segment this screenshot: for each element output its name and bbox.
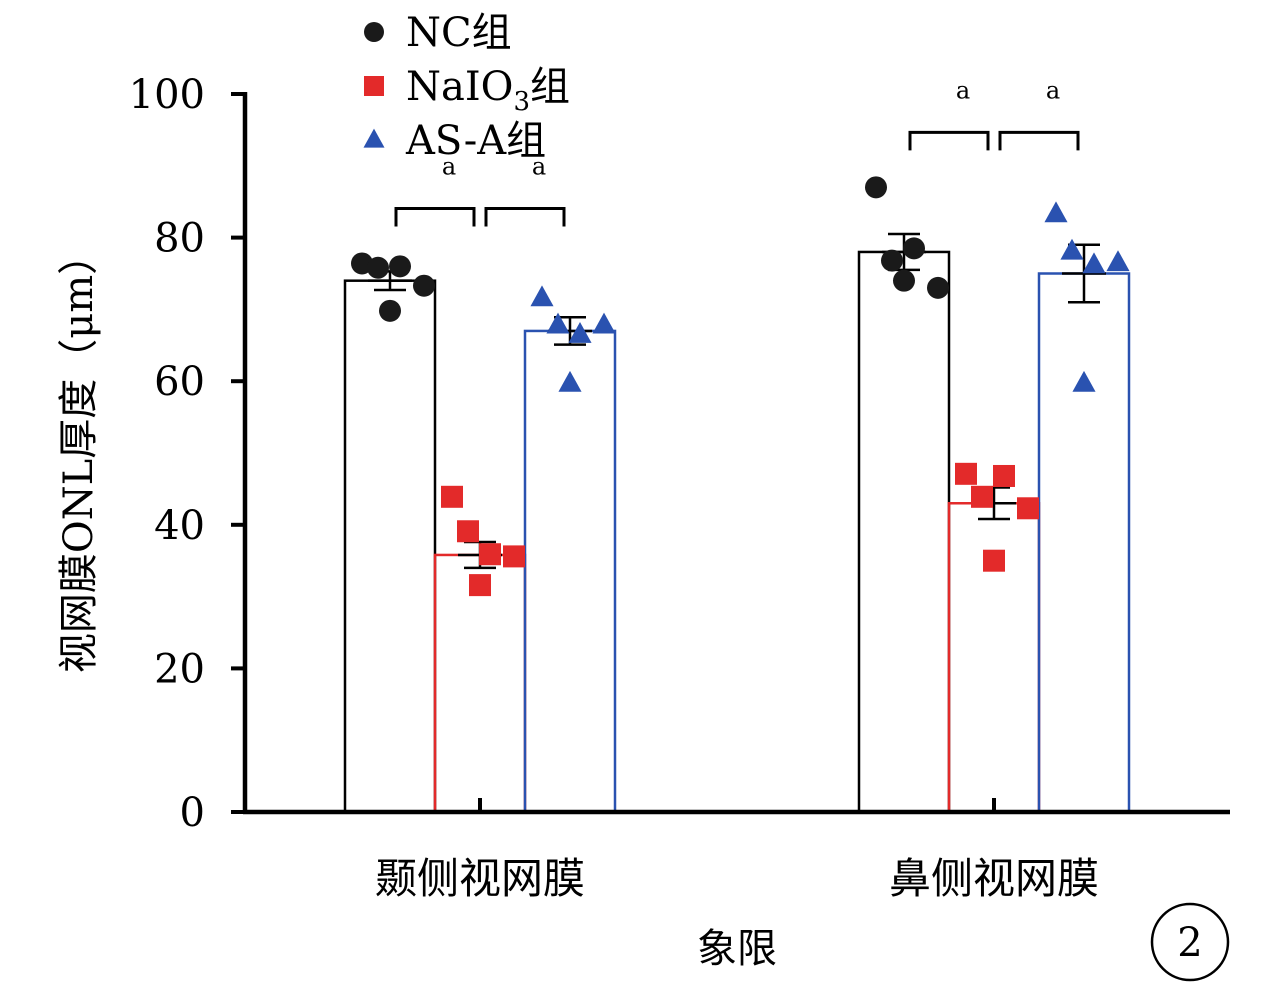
point-1-0-3 (503, 545, 525, 568)
y-tick-label-0: 0 (180, 790, 205, 836)
significance-label-3: a (1046, 76, 1060, 104)
x-category-label-temporal: 颞侧视网膜 (375, 854, 585, 903)
point-1-0-1 (457, 520, 479, 543)
bar-2-1 (1037, 272, 1131, 814)
y-tick-label-1: 20 (154, 646, 205, 692)
point-2-0-4 (558, 370, 582, 392)
y-tick-label-5: 100 (129, 72, 205, 118)
panel-number: 2 (1177, 920, 1202, 966)
data-points-layer (351, 176, 1130, 597)
point-1-1-1 (971, 485, 993, 508)
point-0-1-2 (903, 237, 925, 260)
significance-bracket-0 (394, 206, 476, 227)
point-1-0-4 (469, 574, 491, 597)
y-tick-label-4: 80 (154, 216, 205, 262)
x-category-label-nasal: 鼻侧视网膜 (889, 854, 1099, 903)
point-2-1-3 (1106, 250, 1130, 272)
point-2-1-2 (1082, 252, 1106, 274)
significance-label-2: a (956, 76, 970, 104)
legend-label-1: NaIO3组 (406, 64, 570, 117)
point-2-1-1 (1060, 238, 1084, 260)
significance-bracket-1 (484, 206, 566, 227)
legend-marker-2 (363, 128, 385, 148)
point-0-1-0 (865, 176, 887, 199)
point-1-0-2 (479, 543, 501, 566)
error-bars-layer (368, 232, 1106, 570)
point-0-1-4 (893, 269, 915, 292)
bar-1-1 (947, 502, 1041, 814)
significance-label-1: a (532, 152, 546, 180)
point-0-0-4 (379, 299, 401, 322)
legend-label-2: AS-A组 (405, 118, 546, 164)
bar-0-0 (343, 279, 437, 814)
axes-layer: 0 20 40 60 80 100 (129, 72, 1230, 836)
y-tick-label-2: 40 (154, 503, 205, 549)
point-1-0-0 (441, 485, 463, 508)
point-2-0-2 (568, 321, 592, 343)
bar-0-1 (857, 250, 951, 814)
point-2-1-0 (1044, 201, 1068, 223)
legend-label-0: NC组 (406, 10, 512, 56)
point-2-0-1 (546, 312, 570, 334)
significance-label-0: a (442, 152, 456, 180)
point-0-1-1 (881, 249, 903, 272)
panel-number-circle (1150, 902, 1230, 982)
error-bar-0-0 (368, 270, 412, 292)
legend-marker-0 (364, 22, 384, 42)
y-tick-label-3: 60 (154, 359, 205, 405)
significance-layer: a a a a (394, 76, 1080, 227)
y-axis-title: 视网膜ONL厚度（μm） (56, 235, 102, 673)
legend-marker-1 (364, 76, 384, 96)
point-0-1-3 (927, 276, 949, 299)
point-2-1-4 (1072, 370, 1096, 392)
significance-bracket-3 (998, 130, 1080, 151)
point-1-1-3 (1017, 497, 1039, 520)
point-1-1-4 (983, 549, 1005, 572)
point-1-1-0 (955, 462, 977, 485)
point-2-0-3 (592, 312, 616, 334)
point-2-0-0 (530, 285, 554, 307)
bar-2-0 (523, 329, 617, 814)
x-axis-title: 象限 (697, 926, 777, 972)
point-0-0-1 (367, 256, 389, 279)
point-1-1-2 (993, 464, 1015, 487)
point-0-0-2 (389, 255, 411, 278)
point-0-0-3 (413, 274, 435, 297)
significance-bracket-2 (908, 130, 990, 151)
